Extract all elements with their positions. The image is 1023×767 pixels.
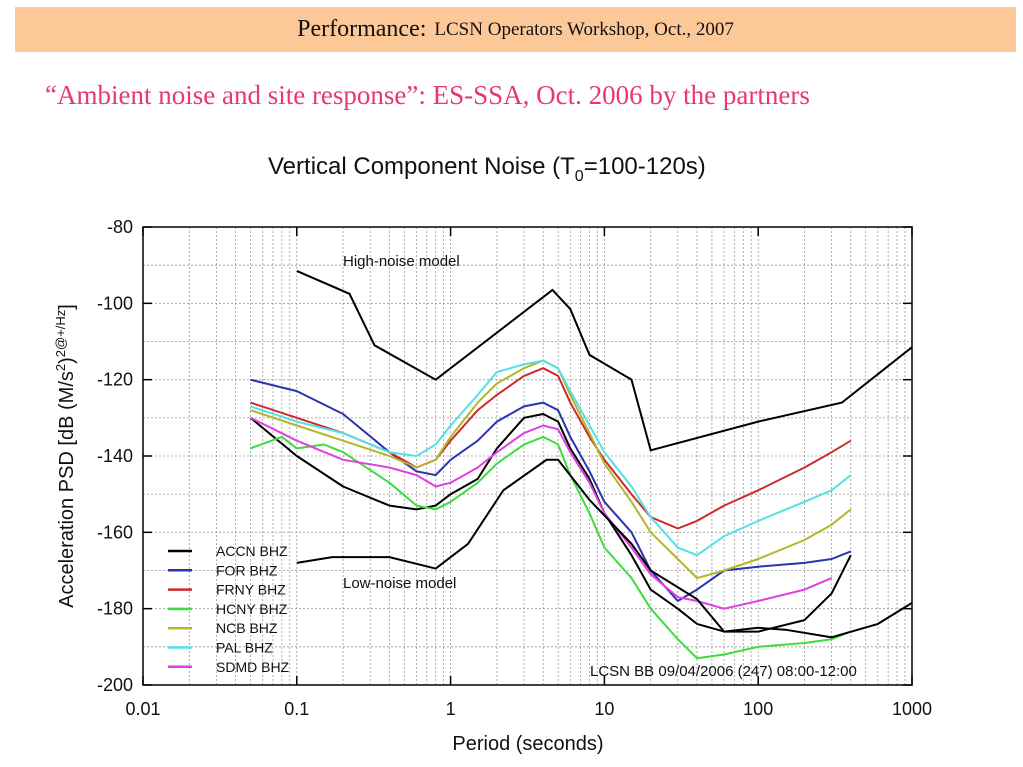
legend-label: HCNY BHZ	[216, 601, 288, 617]
x-tick-label: 0.1	[284, 699, 309, 719]
legend-label: FOR BHZ	[216, 562, 278, 578]
y-tick-label: -100	[97, 293, 133, 313]
y-axis-label-sup: 2	[53, 364, 68, 371]
series-line-ncb-bhz	[250, 359, 852, 580]
y-tick-label: -200	[97, 675, 133, 695]
y-tick-label: -140	[97, 446, 133, 466]
y-axis-label-mid: )	[56, 357, 78, 364]
low-noise-model-line	[296, 458, 913, 639]
y-axis-label-main: Acceleration PSD [dB (M/s	[56, 371, 78, 608]
legend-label: SDMD BHZ	[216, 659, 290, 675]
x-axis-label: Period (seconds)	[452, 733, 603, 755]
series-lines	[249, 359, 852, 660]
y-axis-label: Acceleration PSD [dB (M/s2)2@+/Hz]	[53, 304, 78, 608]
legend-label: ACCN BHZ	[216, 543, 288, 559]
x-tick-label: 10	[594, 699, 614, 719]
x-tick-label: 100	[743, 699, 773, 719]
y-axis-label-end: ]	[56, 304, 78, 310]
chart-title-tail: =100-120s)	[584, 153, 706, 180]
legend-label: PAL BHZ	[216, 640, 273, 656]
series-line-accn-bhz	[249, 413, 852, 633]
x-tick-label: 0.01	[125, 699, 160, 719]
legend-label: FRNY BHZ	[216, 582, 286, 598]
chart-title-subscript: 0	[575, 168, 584, 185]
legend: ACCN BHZ FOR BHZ FRNY BHZ HCNY BHZ NCB BHZ PA…	[168, 543, 290, 675]
slide-title-main: Performance:	[297, 16, 427, 42]
y-tick-label: -80	[107, 217, 133, 237]
slide-title-banner: Performance: LCSN Operators Workshop, Oc…	[15, 7, 1016, 52]
legend-label: NCB BHZ	[216, 620, 278, 636]
series-line-frny-bhz	[250, 367, 852, 530]
chart-title-main: Vertical Component Noise (T	[268, 153, 575, 180]
high-noise-model-line	[296, 269, 913, 452]
y-tick-label: -180	[97, 599, 133, 619]
x-tick-label: 1	[446, 699, 456, 719]
series-line-sdmd-bhz	[250, 416, 832, 610]
x-tick-label: 1000	[892, 699, 932, 719]
slide-subtitle: “Ambient noise and site response”: ES-SS…	[45, 80, 810, 110]
chart-title: Vertical Component Noise (T0=100-120s)	[268, 153, 706, 185]
low-noise-model-label: Low-noise model	[343, 575, 456, 592]
high-noise-model-label: High-noise model	[343, 253, 460, 270]
slide-title-rest: LCSN Operators Workshop, Oct., 2007	[434, 18, 734, 40]
series-line-for-bhz	[250, 378, 852, 602]
y-tick-label: -160	[97, 522, 133, 542]
series-line-hcny-bhz	[250, 435, 852, 660]
y-tick-label: -120	[97, 370, 133, 390]
series-line-pal-bhz	[250, 359, 852, 557]
noise-model-lines	[296, 269, 913, 639]
data-stamp: LCSN BB 09/04/2006 (247) 08:00-12:00	[590, 663, 857, 680]
y-axis-label-sup2: 2@+/Hz	[53, 310, 68, 358]
grid	[143, 227, 912, 685]
axis-ticks: 0.01 0.1 1 10 100 1000 -80 -100 -120 -140 -160 -180…	[97, 217, 932, 719]
